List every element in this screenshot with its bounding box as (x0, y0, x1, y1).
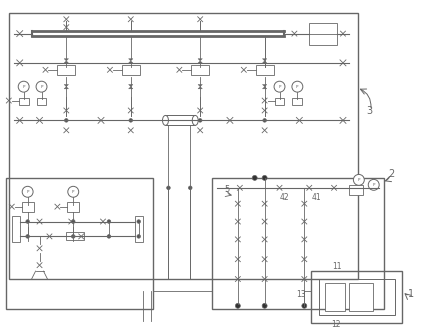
Circle shape (129, 119, 133, 122)
Polygon shape (262, 87, 267, 89)
Circle shape (71, 220, 75, 223)
Circle shape (137, 220, 140, 223)
Polygon shape (129, 84, 133, 87)
Bar (135, 215, 143, 242)
Bar (191, 65, 209, 75)
Polygon shape (64, 87, 68, 89)
Bar (309, 23, 337, 45)
Polygon shape (64, 84, 68, 87)
Text: P: P (373, 183, 375, 187)
Bar (67, 202, 79, 211)
Polygon shape (129, 61, 133, 63)
Bar (319, 279, 395, 315)
Text: P: P (26, 190, 29, 194)
Circle shape (262, 175, 267, 180)
Bar (212, 178, 384, 309)
Circle shape (302, 303, 307, 308)
Circle shape (263, 119, 266, 122)
Text: P: P (357, 178, 360, 182)
Bar (166, 116, 195, 125)
Text: 2: 2 (388, 169, 395, 179)
Circle shape (235, 303, 240, 308)
Circle shape (36, 81, 47, 92)
Circle shape (26, 220, 29, 223)
Text: 5: 5 (224, 185, 229, 194)
Bar (293, 98, 302, 105)
Circle shape (292, 81, 303, 92)
Circle shape (189, 186, 192, 190)
Polygon shape (64, 61, 68, 63)
Bar (36, 98, 47, 105)
Bar (274, 98, 285, 105)
Polygon shape (262, 84, 267, 87)
Circle shape (64, 119, 68, 122)
Text: 13: 13 (297, 290, 306, 299)
Polygon shape (262, 61, 267, 63)
Circle shape (18, 81, 29, 92)
Circle shape (252, 175, 257, 180)
Text: P: P (40, 85, 43, 89)
Bar (311, 271, 402, 323)
Bar (122, 65, 140, 75)
Bar (22, 202, 34, 211)
Bar (19, 98, 28, 105)
Circle shape (22, 186, 33, 197)
Bar (9, 13, 358, 279)
Circle shape (107, 235, 111, 238)
Circle shape (198, 119, 202, 122)
Circle shape (107, 220, 111, 223)
Bar (66, 232, 84, 240)
Text: 3: 3 (367, 107, 373, 117)
Bar (57, 65, 75, 75)
Text: P: P (296, 85, 299, 89)
Polygon shape (129, 59, 133, 61)
Text: 42: 42 (280, 193, 289, 202)
Polygon shape (64, 59, 68, 61)
Circle shape (262, 303, 267, 308)
Bar (6, 178, 153, 309)
Bar (325, 283, 345, 311)
Circle shape (26, 235, 29, 238)
Text: 12: 12 (331, 320, 341, 329)
Bar (256, 65, 274, 75)
Polygon shape (129, 87, 133, 89)
Bar (349, 283, 373, 311)
Ellipse shape (163, 116, 168, 125)
Bar (349, 185, 363, 195)
Text: P: P (23, 85, 25, 89)
Circle shape (353, 174, 364, 185)
Circle shape (68, 186, 79, 197)
Circle shape (71, 235, 75, 238)
Circle shape (137, 235, 140, 238)
Text: 11: 11 (332, 262, 341, 271)
Circle shape (274, 81, 285, 92)
Text: P: P (72, 190, 75, 194)
Circle shape (368, 179, 379, 190)
Circle shape (166, 186, 170, 190)
Text: P: P (278, 85, 281, 89)
Text: 41: 41 (311, 193, 321, 202)
Ellipse shape (192, 116, 198, 125)
Polygon shape (198, 84, 202, 87)
Polygon shape (262, 59, 267, 61)
Polygon shape (198, 61, 202, 63)
Polygon shape (198, 59, 202, 61)
Polygon shape (198, 87, 202, 89)
Text: 1: 1 (408, 289, 415, 299)
Bar (12, 215, 20, 242)
